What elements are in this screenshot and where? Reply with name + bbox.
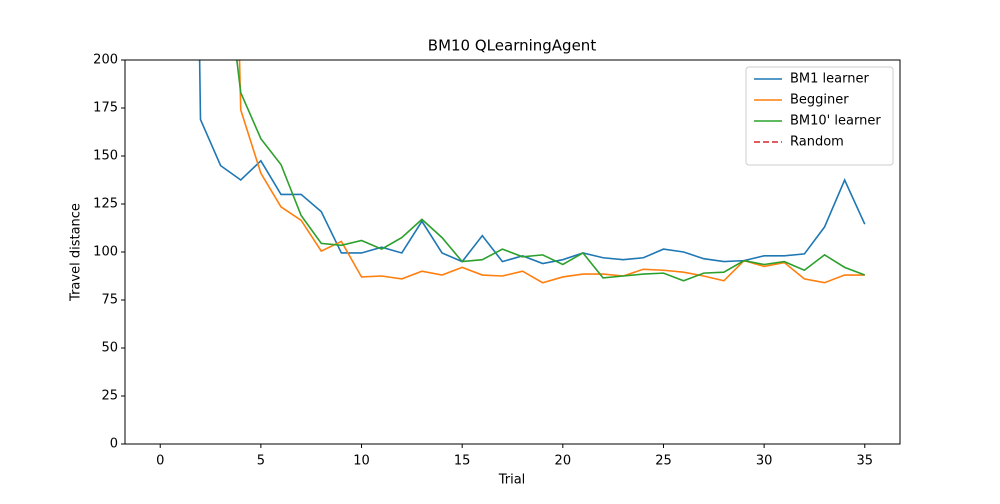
line xyxy=(236,60,866,282)
line xyxy=(198,60,866,265)
y-axis-label: Travel distance xyxy=(69,203,84,302)
plot-frame xyxy=(124,59,901,445)
x-tick-label: 20 xyxy=(555,454,572,469)
x-axis-label: Trial xyxy=(498,473,526,488)
x-tick-label: 0 xyxy=(156,454,164,469)
x-tick-label: 30 xyxy=(756,454,773,469)
x-tick-label: 15 xyxy=(454,454,471,469)
x-tick-label: 5 xyxy=(257,454,265,469)
y-tick-label: 150 xyxy=(93,149,118,164)
y-tick-label: 100 xyxy=(93,245,118,260)
legend-label: BM1 learner xyxy=(790,72,869,87)
x-tick-label: 25 xyxy=(655,454,672,469)
y-tick-label: 125 xyxy=(93,197,118,212)
legend-label: Random xyxy=(790,135,844,150)
plot-area xyxy=(198,60,866,284)
y-tick-label: 25 xyxy=(101,389,118,404)
legend-label: BM10' learner xyxy=(790,114,881,129)
y-tick-label: 175 xyxy=(93,101,118,116)
y-tick-label: 50 xyxy=(101,341,118,356)
legend-box xyxy=(745,66,894,166)
x-tick-label: 10 xyxy=(353,454,370,469)
y-tick-label: 200 xyxy=(93,53,118,68)
y-tick-label: 0 xyxy=(110,437,118,452)
x-tick-label: 35 xyxy=(856,454,873,469)
chart-title: BM10 QLearningAgent xyxy=(428,37,597,55)
legend-label: Begginer xyxy=(790,93,849,108)
y-tick-label: 75 xyxy=(101,293,118,308)
